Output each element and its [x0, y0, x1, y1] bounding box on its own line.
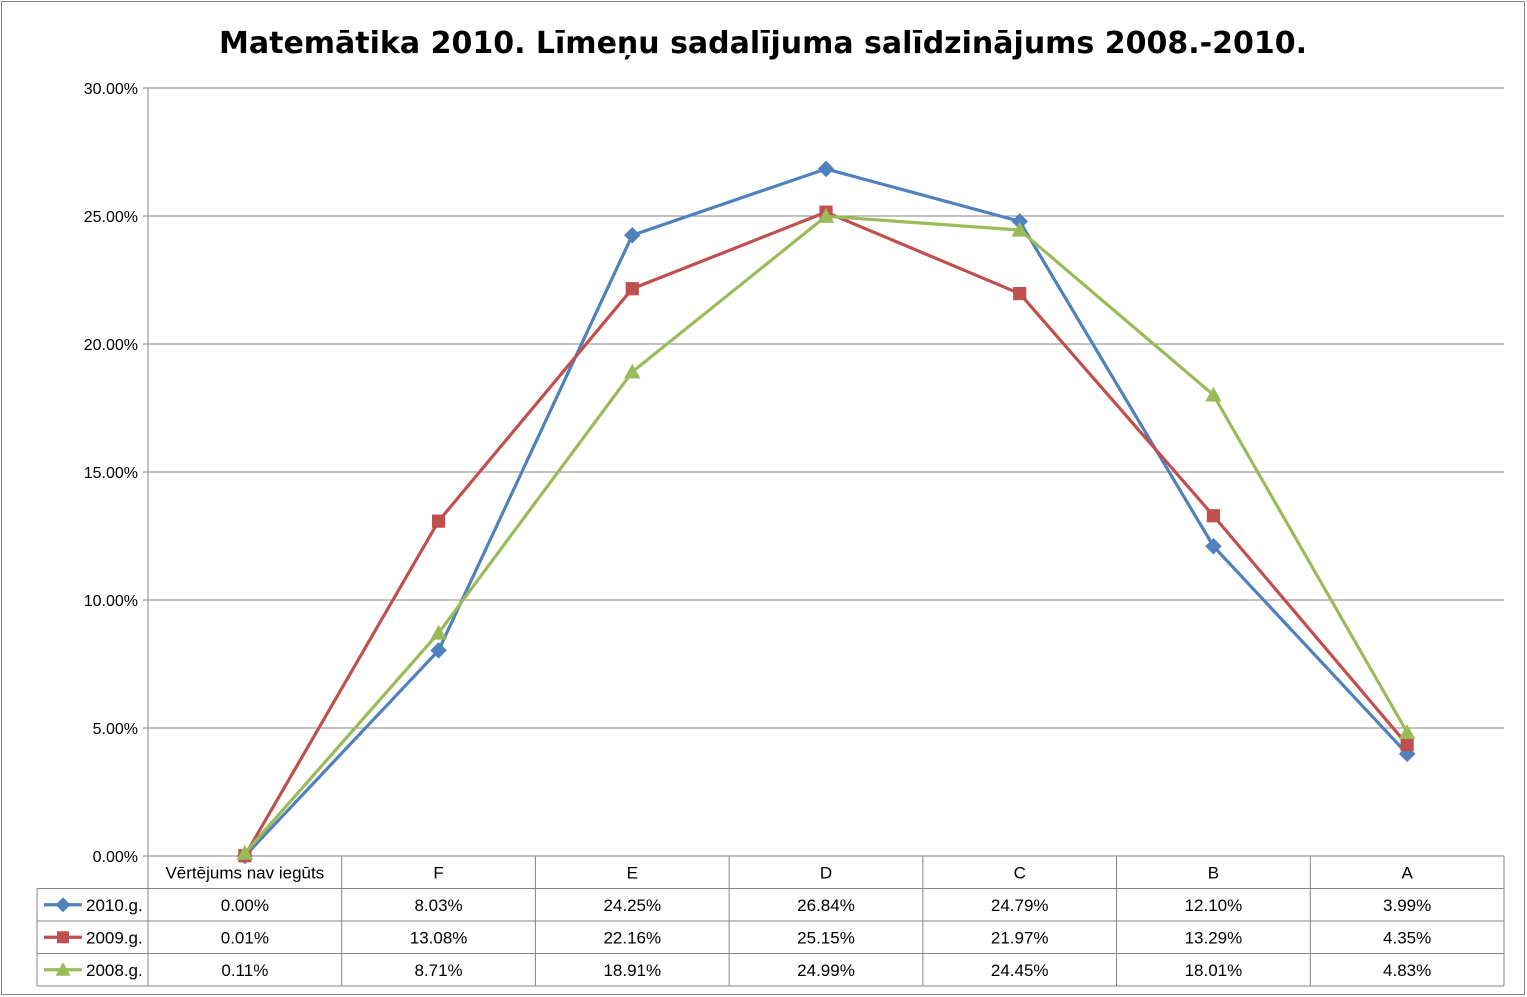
legend-label: 2009.g.: [86, 928, 143, 947]
data-point: [1011, 221, 1028, 237]
x-category-label: F: [433, 863, 443, 882]
legend-key: [44, 962, 82, 976]
data-point: [236, 844, 254, 860]
table-cell: 4.35%: [1383, 928, 1431, 947]
table-cell: 26.84%: [797, 896, 855, 915]
data-point: [625, 282, 639, 296]
table-cell: 24.25%: [603, 896, 661, 915]
table-cell: 0.01%: [221, 928, 269, 947]
y-axis: 0.00% 5.00% 10.00% 15.00% 20.00% 25.00% 30.00%: [84, 81, 149, 866]
table-cell: 24.79%: [991, 896, 1049, 915]
data-point: [1400, 738, 1414, 752]
table-cell: 3.99%: [1383, 896, 1431, 915]
data-point: [1206, 509, 1221, 523]
y-tick-label: 30.00%: [84, 81, 138, 98]
y-tick-label: 25.00%: [84, 209, 138, 226]
data-point: [1398, 724, 1416, 739]
series-line: [243, 167, 1409, 858]
table-cell: 0.11%: [221, 961, 268, 980]
series-line: [243, 210, 1409, 857]
table-cell: 0.00%: [221, 896, 269, 915]
gridlines: [148, 87, 1504, 729]
series-0: [236, 160, 1416, 865]
table-cell: 18.01%: [1185, 961, 1243, 980]
x-category-label: D: [820, 863, 832, 882]
data-point: [430, 624, 447, 640]
y-tick-label: 20.00%: [84, 337, 138, 354]
y-tick-label: 10.00%: [84, 593, 138, 610]
legend-label: 2010.g.: [86, 896, 143, 915]
y-tick-label: 15.00%: [84, 465, 138, 482]
x-category-label: Vērtējums nav iegūts: [165, 863, 324, 882]
table-cell: 13.08%: [410, 928, 468, 947]
legend-key: [44, 897, 82, 913]
series-1: [238, 205, 1414, 863]
x-category-label: C: [1014, 863, 1026, 882]
data-point: [431, 514, 446, 528]
data-point: [1011, 213, 1028, 230]
table-cell: 8.71%: [414, 961, 462, 980]
series-group: [236, 160, 1416, 865]
table-cell: 18.91%: [603, 961, 661, 980]
data-point: [1205, 386, 1222, 402]
table-cell: 22.16%: [603, 928, 661, 947]
data-point: [817, 160, 835, 178]
y-tick-label: 5.00%: [93, 721, 138, 738]
data-point: [817, 208, 835, 223]
series-2: [236, 208, 1416, 860]
data-point: [430, 642, 447, 659]
data-point: [1013, 286, 1027, 301]
table-cell: 25.15%: [797, 928, 855, 947]
table-cell: 12.10%: [1185, 896, 1243, 915]
data-point: [624, 226, 641, 244]
x-category-label: E: [627, 863, 638, 882]
table-cell: 13.29%: [1185, 928, 1243, 947]
table-cell: 4.83%: [1383, 961, 1431, 980]
legend-key: [44, 931, 82, 944]
legend-label: 2008.g.: [86, 961, 143, 980]
x-category-label: B: [1208, 863, 1219, 882]
table-cell: 21.97%: [991, 928, 1049, 947]
data-table: Vērtējums nav iegūts F E D C B A 2010.g. 0.00% 8.…: [36, 855, 1505, 987]
table-cell: 8.03%: [414, 896, 462, 915]
table-cell: 24.45%: [991, 961, 1049, 980]
x-category-label: A: [1401, 863, 1413, 882]
data-point: [1205, 537, 1222, 555]
data-point: [624, 363, 641, 379]
table-cell: 24.99%: [797, 961, 855, 980]
series-line: [243, 214, 1409, 855]
chart-title: Matemātika 2010. Līmeņu sadalījuma salīd…: [219, 26, 1307, 61]
y-tick-label: 0.00%: [93, 849, 138, 866]
